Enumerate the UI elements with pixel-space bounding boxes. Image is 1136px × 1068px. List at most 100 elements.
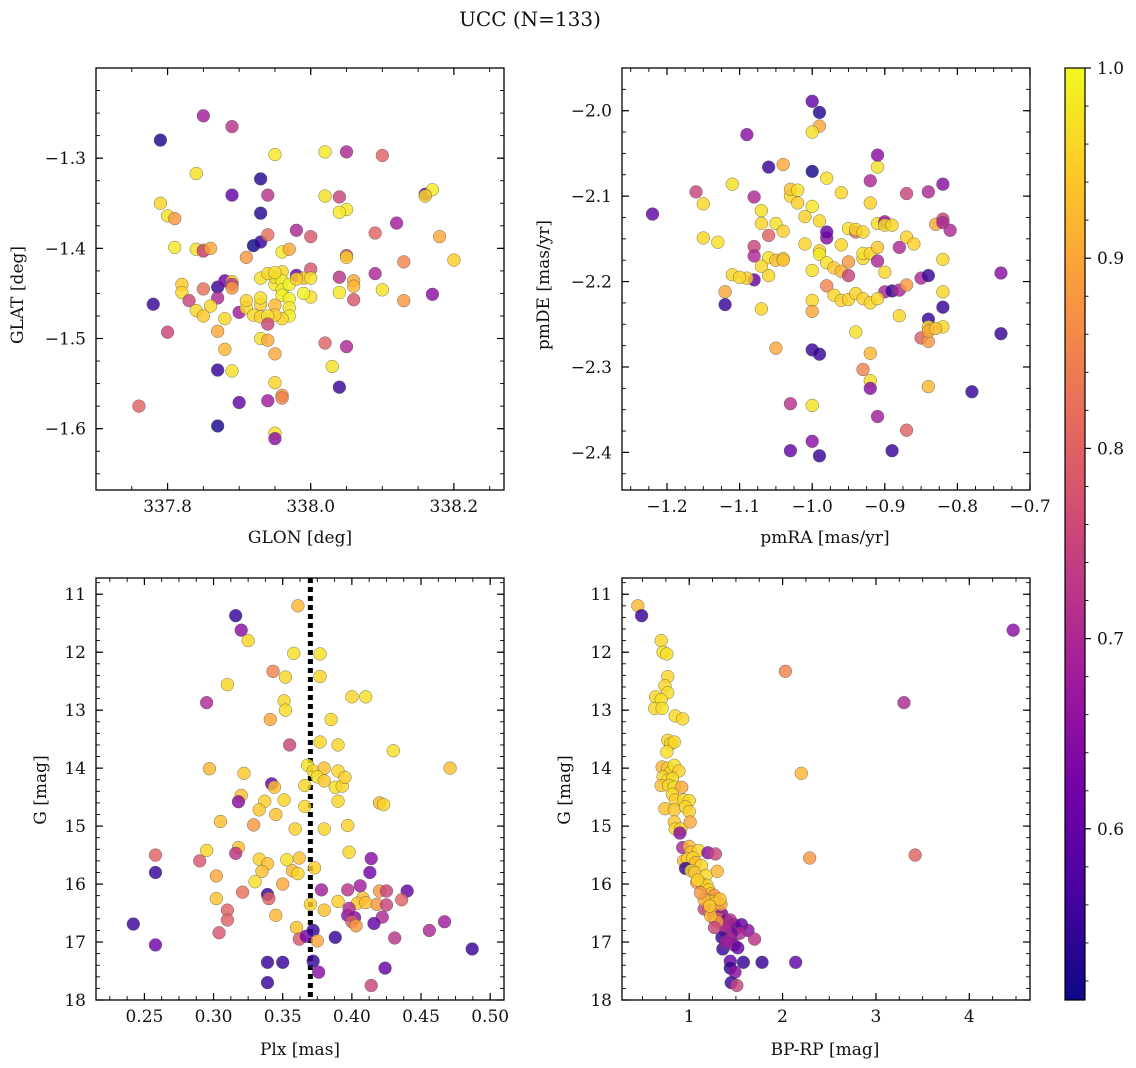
x-tick-label: 1 [684,1007,695,1027]
scatter-point [820,171,834,185]
scatter-point [689,185,703,199]
scatter-point [805,94,819,108]
scatter-point [713,892,727,906]
scatter-point [395,893,409,907]
scatter-point [375,283,389,297]
colorbar-tick-label: 0.8 [1097,439,1124,459]
y-tick-label: 15 [64,817,86,837]
x-tick-label: 338.0 [286,497,335,517]
scatter-point [870,148,885,162]
scatter-point [332,205,346,219]
scatter-point [834,186,848,200]
scatter-point [283,738,297,752]
scatter-point [342,845,356,859]
scatter-point [693,886,708,900]
scatter-point [278,703,293,717]
scatter-point [703,899,717,913]
scatter-point [312,965,326,979]
scatter-point [465,942,479,956]
scatter-point [220,678,234,692]
scatter-point [324,712,338,727]
scatter-point [798,237,812,251]
scatter-point [345,690,359,704]
scatter-point [268,347,282,361]
scatter-point [318,145,332,159]
scatter-point [425,287,440,301]
scatter-point [654,634,668,648]
scatter-point [863,174,877,188]
scatter-point [899,423,914,437]
scatter-point [359,690,373,704]
scatter-point [347,293,361,307]
scatter-point [776,224,790,238]
scatter-point [331,794,345,808]
scatter-point [943,223,957,237]
figure-title: UCC (N=133) [459,7,601,31]
scatter-point [707,920,722,935]
scatter-point [379,898,394,912]
scatter-point [754,302,768,316]
scatter-point [182,294,196,308]
y-tick-label: −1.3 [45,149,86,169]
scatter-point [260,976,275,990]
scatter-point [153,196,168,210]
scatter-point [325,359,339,374]
scatter-point [762,228,776,243]
scatter-point [878,265,892,279]
scatter-point [422,923,436,938]
x-tick-label: 0.45 [402,1007,440,1027]
scatter-point [237,766,251,780]
scatter-point [148,865,163,880]
scatter-point [791,183,805,197]
scatter-point [805,293,819,307]
scatter-point [379,884,394,898]
scatter-point [196,309,210,323]
y-tick-label: −2.4 [571,443,612,463]
x-tick-label: 2 [777,1007,788,1027]
scatter-point [262,891,276,906]
scatter-point [805,398,819,413]
scatter-point [306,954,320,968]
scatter-point [863,381,877,395]
scatter-point [261,394,275,408]
scatter-point [397,294,411,308]
scatter-point [203,299,218,313]
scatter-point [673,826,687,840]
scatter-point [762,160,776,174]
scatter-point [148,938,163,952]
scatter-point [863,196,877,210]
scatter-point [805,164,819,178]
scatter-point [812,214,827,228]
scatter-point [254,291,268,305]
scatter-point [278,670,293,684]
scatter-point [225,281,239,295]
scatter-point [965,385,979,399]
plot-frame [621,67,1031,491]
x-tick-label: 0.25 [125,1007,163,1027]
scatter-point [339,145,354,159]
scatter-point [252,803,266,817]
scatter-points [126,578,479,1000]
scatter-point [268,147,282,162]
scatter-point [719,935,734,949]
scatter-point [870,254,885,268]
scatter-point [812,449,827,463]
scatter-point [225,188,239,202]
scatter-point [196,109,210,123]
scatter-point [225,364,239,378]
scatter-point [211,363,225,377]
x-tick-label: 3 [871,1007,882,1027]
scatter-point [805,125,819,139]
scatter-point [708,847,722,861]
scatter-point [660,647,674,661]
scatter-point [397,255,411,269]
scatter-point [261,228,275,242]
y-tick-label: −1.6 [45,420,86,440]
plot-frame [621,577,1031,1001]
scatter-point [921,268,935,283]
scatter-point [296,286,311,301]
scatter-point [310,934,324,948]
scatter-point [388,931,402,945]
scatter-point [193,854,207,868]
